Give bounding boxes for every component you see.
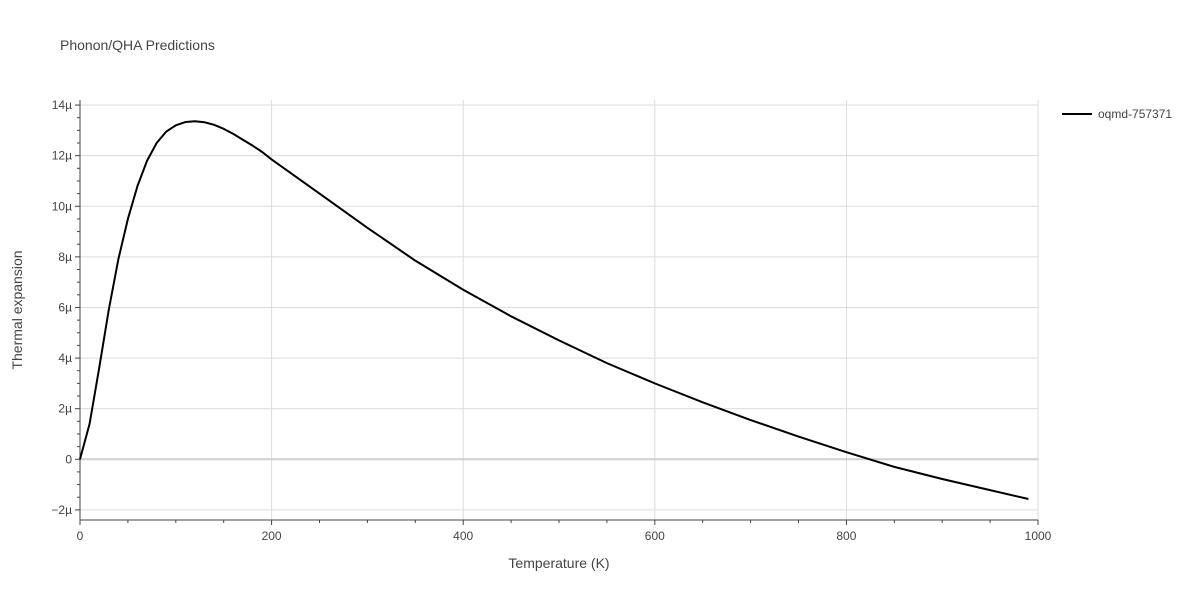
y-tick-label: 4µ (58, 351, 72, 365)
y-tick-label: 8µ (58, 250, 72, 264)
series-layer (79, 120, 1029, 500)
series-line-oqmd-757371 (79, 120, 1029, 500)
grid-layer (80, 100, 1039, 520)
x-tick-label: 1000 (1025, 529, 1052, 543)
x-tick-label: 0 (77, 529, 84, 543)
x-axis-title: Temperature (K) (508, 555, 609, 571)
y-tick-label: −2µ (51, 503, 72, 517)
x-tick-label: 600 (645, 529, 665, 543)
y-tick-label: 10µ (52, 199, 72, 213)
y-tick-label: 6µ (58, 300, 72, 314)
y-tick-label: 2µ (58, 402, 72, 416)
legend-label[interactable]: oqmd-757371 (1098, 107, 1172, 121)
x-tick-label: 800 (836, 529, 856, 543)
x-tick-label: 400 (453, 529, 473, 543)
chart-title: Phonon/QHA Predictions (60, 37, 215, 53)
y-axis-title: Thermal expansion (9, 250, 25, 369)
legend[interactable]: oqmd-757371 (1062, 107, 1172, 121)
y-tick-label: 12µ (52, 149, 72, 163)
x-tick-label: 200 (262, 529, 282, 543)
axes-layer: 0 200 400 600 800 1000 −2µ 0 2µ 4µ 6µ 8µ 10µ 12µ 14µ (51, 98, 1051, 543)
y-tick-label: 0 (65, 452, 72, 466)
y-tick-label: 14µ (52, 98, 72, 112)
